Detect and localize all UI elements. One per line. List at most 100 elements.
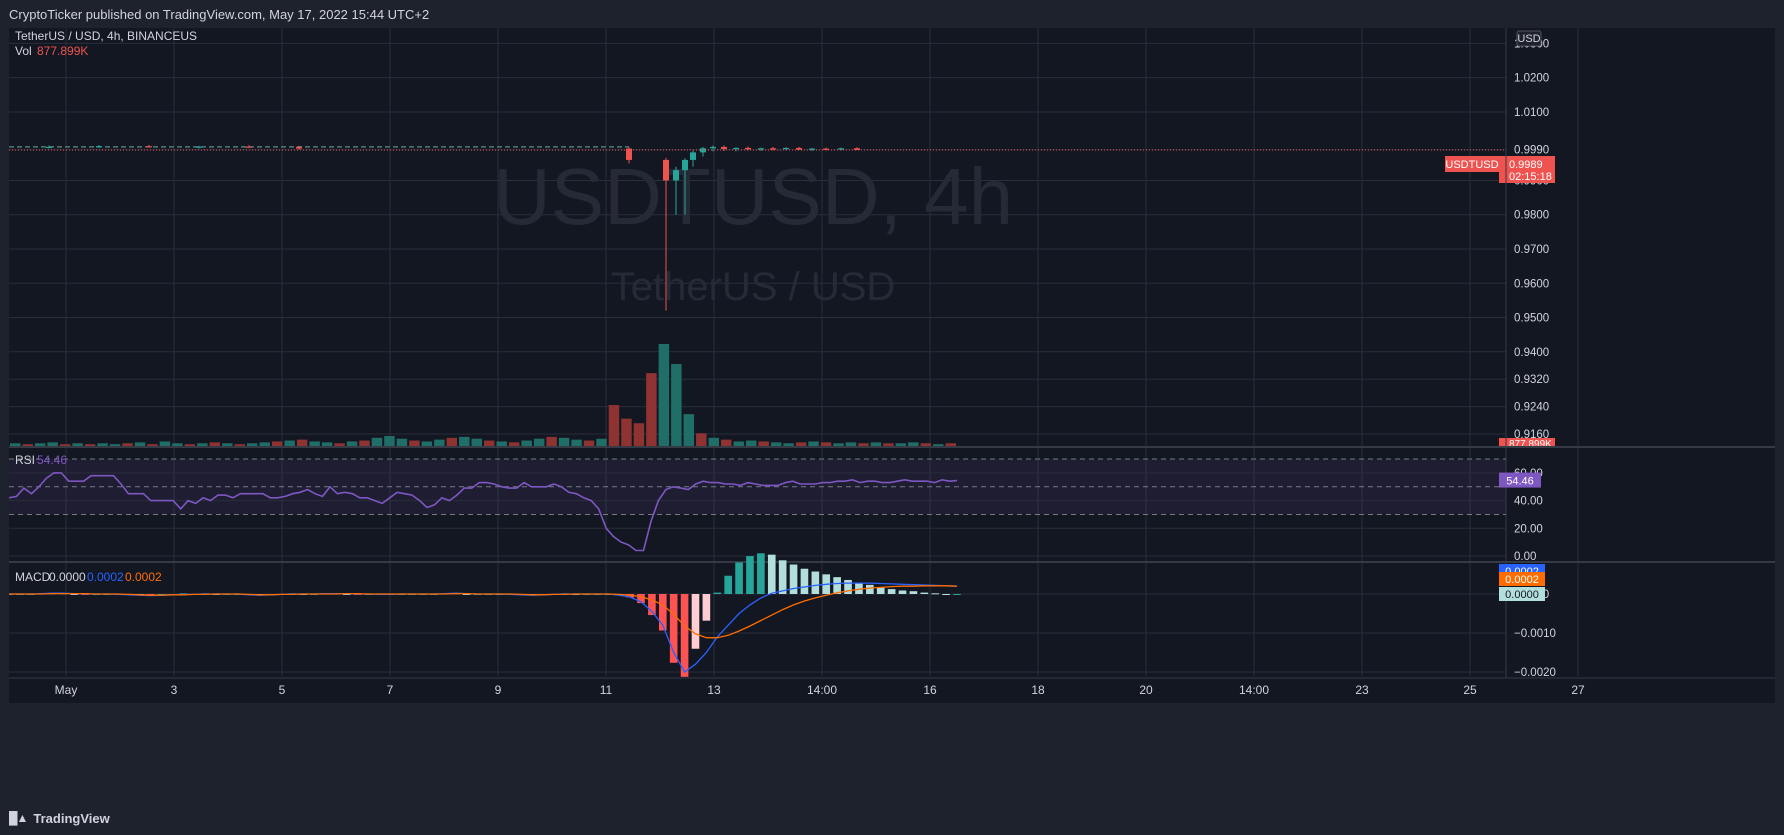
time-tick: 13 [707, 683, 721, 697]
symbol-badge [1445, 156, 1499, 172]
volume-bar [421, 441, 433, 446]
volume-bar [646, 373, 657, 446]
macd-histogram-bar [789, 564, 798, 594]
signal-line [9, 585, 958, 639]
volume-bar [721, 439, 732, 446]
macd-signal-value: 0.0002 [125, 570, 162, 584]
price-tick: 0.9400 [1514, 347, 1549, 359]
volume-bar [633, 423, 645, 446]
volume-bar [309, 441, 320, 446]
macd-histogram-bar [157, 594, 166, 595]
volume-bar [621, 418, 632, 446]
macd-hist-value: 0.0000 [49, 570, 86, 584]
volume-bar [596, 438, 607, 446]
time-axis[interactable] [9, 678, 1775, 703]
candle [770, 148, 776, 150]
macd-histogram-bar [942, 594, 950, 595]
macd-badge-text: 0.0000 [1505, 589, 1539, 601]
time-tick: 18 [1031, 683, 1045, 697]
candle [146, 146, 152, 148]
publish-info: CryptoTicker published on TradingView.co… [9, 7, 430, 22]
volume-bar [683, 414, 695, 446]
volume-bar [608, 405, 620, 446]
macd-badge [1499, 587, 1545, 601]
macd-tick: −0.0010 [1514, 628, 1556, 640]
volume-bar [945, 443, 956, 446]
currency-badge[interactable] [1516, 30, 1542, 47]
macd-histogram-bar [866, 584, 874, 594]
time-tick: 23 [1355, 683, 1369, 697]
rsi-line [9, 472, 958, 552]
volume-bar [97, 443, 108, 446]
macd-histogram-bar [702, 594, 711, 621]
candle [196, 146, 202, 148]
time-tick: 9 [495, 683, 502, 697]
volume-bar [845, 442, 857, 446]
volume-bar [172, 443, 183, 446]
volume-bar [459, 436, 470, 446]
footer-brand[interactable]: TradingView [33, 810, 110, 826]
volume-bar [758, 441, 769, 446]
candle [758, 148, 764, 150]
macd-histogram-bar [146, 594, 155, 595]
macd-histogram-bar [931, 593, 940, 595]
volume-bar [147, 444, 158, 446]
volume-bar [496, 441, 507, 446]
footer: █▲ TradingView [9, 808, 110, 828]
macd-label: MACD [15, 570, 51, 584]
volume-bar [296, 439, 308, 446]
macd-histogram-bar [669, 594, 678, 663]
volume-bar [571, 439, 582, 446]
volume-bar [583, 440, 595, 446]
rsi-badge [1499, 472, 1541, 488]
volume-bar [359, 440, 370, 446]
macd-histogram-bar [757, 553, 765, 594]
rsi-tick: 40.00 [1514, 496, 1543, 508]
volume-bar [109, 444, 121, 446]
price-tick: 0.9600 [1514, 278, 1549, 290]
volume-bar [284, 440, 295, 446]
rsi-value: 54.46 [37, 453, 67, 467]
candle [838, 148, 844, 150]
volume-bar [334, 443, 345, 446]
volume-bar [783, 443, 794, 446]
candle [96, 146, 102, 148]
volume-bar [321, 442, 333, 446]
volume-bar [259, 442, 270, 446]
macd-histogram-bar [713, 592, 722, 594]
time-tick: 16 [923, 683, 937, 697]
volume-bar [159, 441, 171, 446]
volume-bar [833, 443, 844, 446]
volume-bar [34, 443, 46, 446]
candle [296, 146, 302, 149]
rsi-badge-text: 54.46 [1506, 476, 1534, 488]
macd-tick: −0.0020 [1514, 667, 1556, 679]
macd-histogram-bar [887, 589, 896, 594]
volume-bar [184, 444, 196, 446]
candle [673, 170, 679, 181]
macd-histogram-bar [735, 562, 743, 594]
volume-bar [197, 443, 208, 446]
volume-bar [134, 442, 146, 446]
time-tick: May [55, 683, 78, 697]
candle [46, 146, 52, 149]
volume-bar [933, 444, 944, 446]
volume-bar [733, 441, 744, 446]
chart-background [9, 28, 1775, 703]
time-tick: 14:00 [807, 683, 837, 697]
volume-bar [533, 438, 545, 446]
currency-badge-text[interactable]: USD [1517, 33, 1540, 45]
watermark-name: TetherUS / USD [611, 265, 896, 309]
price-tick: 0.9500 [1514, 313, 1549, 325]
volume-bar [234, 444, 245, 446]
volume-bar [434, 439, 445, 446]
macd-histogram-bar [953, 594, 961, 595]
candle [809, 148, 815, 150]
volume-badge [1499, 438, 1555, 448]
price-tick: 0.9800 [1514, 210, 1549, 222]
volume-bar [508, 442, 520, 446]
candle [682, 159, 688, 171]
volume-bar [883, 443, 894, 446]
rsi-label: RSI [15, 453, 35, 467]
